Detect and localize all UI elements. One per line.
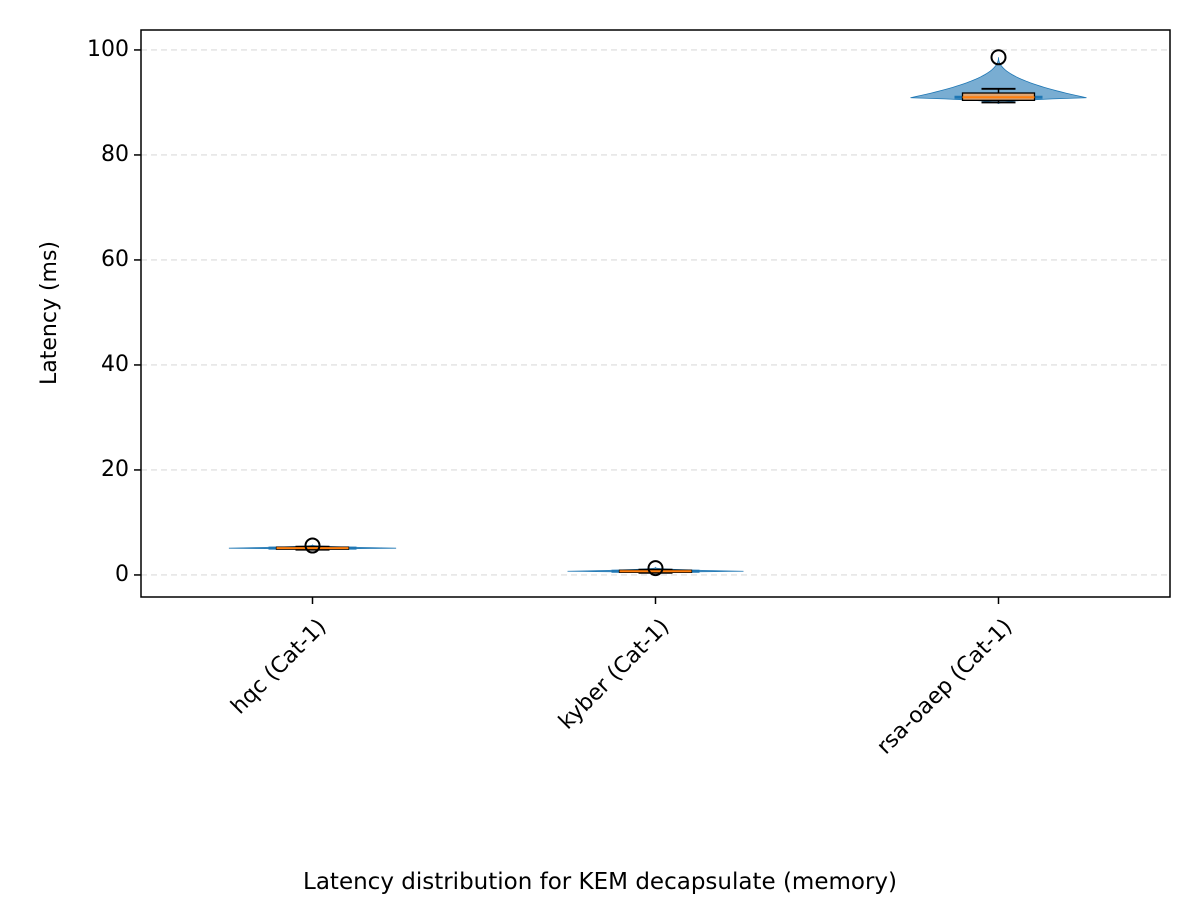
y-tick-label: 100 xyxy=(87,37,129,62)
violin-body xyxy=(910,57,1087,104)
outlier-point xyxy=(647,560,664,577)
y-axis-label: Latency (ms) xyxy=(37,241,62,385)
y-tick-label: 40 xyxy=(101,352,129,377)
y-tick-label: 60 xyxy=(101,247,129,272)
boxplots xyxy=(275,49,1036,577)
outlier-point xyxy=(990,49,1007,66)
y-tick-label: 80 xyxy=(101,142,129,167)
chart-caption: Latency distribution for KEM decapsulate… xyxy=(303,869,897,895)
outlier-point xyxy=(304,537,321,554)
y-tick-label: 20 xyxy=(101,457,129,482)
y-tick-label: 0 xyxy=(115,562,129,587)
y-axis-ticks: 0 20 40 60 80 100 xyxy=(87,37,141,587)
